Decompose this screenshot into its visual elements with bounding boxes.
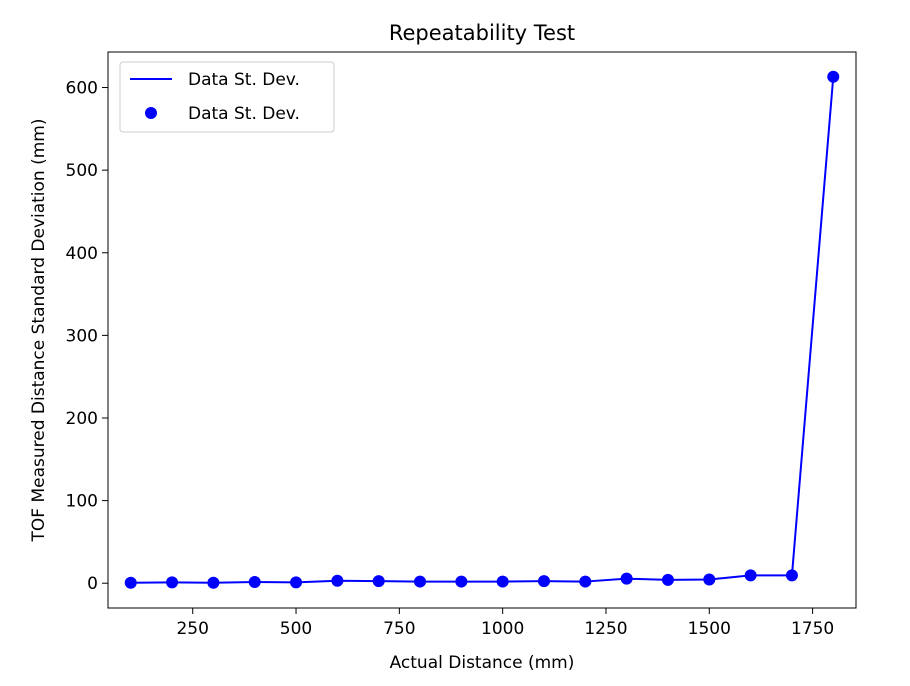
data-point bbox=[827, 70, 840, 83]
data-point bbox=[207, 576, 220, 589]
series-layer bbox=[124, 70, 840, 589]
x-tick-label: 250 bbox=[176, 619, 208, 639]
plot-area bbox=[107, 51, 857, 609]
data-point bbox=[661, 573, 674, 586]
x-axis-label: Actual Distance (mm) bbox=[390, 653, 575, 673]
data-point bbox=[703, 573, 716, 586]
data-point bbox=[579, 575, 592, 588]
data-point bbox=[124, 576, 137, 589]
data-point bbox=[744, 569, 757, 582]
x-axis-ticks: 250 500 750 1000 1250 1500 1750 bbox=[176, 608, 834, 639]
x-tick-label: 500 bbox=[280, 619, 312, 639]
legend-label-line: Data St. Dev. bbox=[188, 70, 300, 90]
y-tick-label: 100 bbox=[66, 492, 98, 512]
x-tick-label: 1750 bbox=[791, 619, 834, 639]
y-tick-label: 300 bbox=[66, 326, 98, 346]
x-tick-label: 1000 bbox=[481, 619, 524, 639]
data-point bbox=[372, 575, 385, 588]
x-tick-label: 1250 bbox=[584, 619, 627, 639]
legend-box bbox=[119, 61, 335, 133]
y-tick-label: 600 bbox=[66, 79, 98, 99]
x-tick-label: 1500 bbox=[688, 619, 731, 639]
x-tick-label: 750 bbox=[383, 619, 415, 639]
data-point bbox=[248, 575, 261, 588]
legend-marker-swatch bbox=[145, 107, 157, 119]
y-tick-label: 0 bbox=[87, 574, 98, 594]
chart-title: Repeatability Test bbox=[389, 21, 575, 45]
data-point bbox=[290, 576, 303, 589]
y-axis-ticks: 0 100 200 300 400 500 600 bbox=[66, 79, 108, 594]
data-point bbox=[537, 575, 550, 588]
legend-label-markers: Data St. Dev. bbox=[188, 104, 300, 124]
legend: Data St. Dev. Data St. Dev. bbox=[119, 61, 335, 133]
y-tick-label: 500 bbox=[66, 161, 98, 181]
y-tick-label: 400 bbox=[66, 244, 98, 264]
data-point bbox=[496, 575, 509, 588]
data-point bbox=[166, 576, 179, 589]
data-point bbox=[455, 575, 468, 588]
data-point bbox=[785, 569, 798, 582]
y-axis-label: TOF Measured Distance Standard Deviation… bbox=[29, 119, 49, 543]
data-point bbox=[620, 572, 633, 585]
plot-frame bbox=[107, 51, 857, 609]
series-line bbox=[130, 76, 835, 584]
data-point bbox=[414, 575, 427, 588]
y-tick-label: 200 bbox=[66, 409, 98, 429]
data-point bbox=[331, 574, 344, 587]
